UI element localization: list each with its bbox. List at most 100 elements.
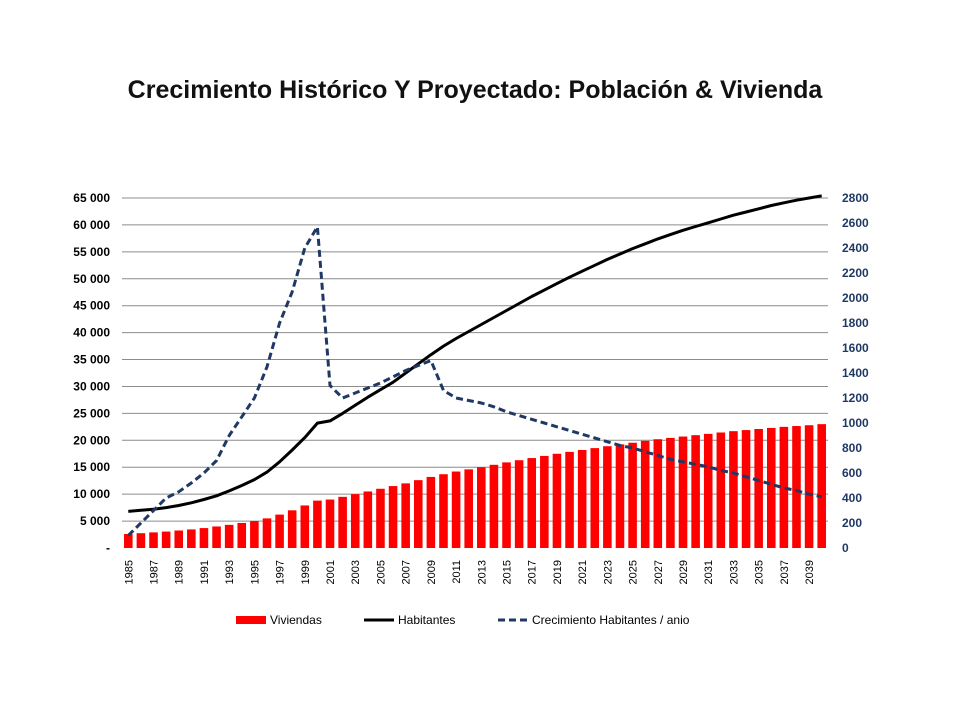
bar-viviendas (615, 444, 625, 548)
bar-viviendas (577, 450, 587, 548)
gridlines (122, 197, 828, 522)
bar-viviendas (161, 531, 171, 548)
left-tick-label: 25 000 (73, 406, 110, 420)
x-tick-label: 2007 (401, 560, 413, 584)
bar-viviendas (804, 425, 814, 548)
x-tick-label: 1987 (149, 560, 161, 584)
bar-viviendas (199, 528, 209, 548)
right-tick-label: 2200 (842, 266, 869, 280)
x-tick-label: 2003 (350, 560, 362, 584)
bar-viviendas (401, 483, 410, 548)
bar-viviendas (426, 476, 436, 548)
x-tick-label: 2005 (375, 560, 387, 584)
right-axis-ticks: 0 200 400 600 800 1000 1200 1400 1600 1800 2000 220… (842, 191, 869, 555)
x-tick-label: 2033 (728, 560, 740, 584)
bar-viviendas (363, 491, 373, 548)
right-tick-label: 0 (842, 541, 849, 555)
bar-viviendas (653, 439, 663, 548)
legend-swatch-viviendas (236, 616, 266, 624)
bar-viviendas (640, 440, 650, 548)
x-tick-label: 1993 (224, 560, 236, 584)
x-tick-label: 2015 (502, 560, 514, 584)
bar-viviendas (716, 432, 726, 548)
bar-viviendas (678, 436, 688, 548)
x-tick-label: 1999 (300, 560, 312, 584)
x-tick-label: 2011 (451, 560, 463, 584)
x-tick-label: 2019 (552, 560, 564, 584)
left-tick-label: 35 000 (73, 353, 110, 367)
x-tick-label: 2027 (653, 560, 665, 584)
bar-viviendas (590, 448, 600, 548)
bar-viviendas (779, 426, 789, 548)
legend-label: Habitantes (398, 613, 455, 627)
bar-viviendas (540, 455, 549, 548)
x-tick-label: 1995 (249, 560, 261, 584)
right-tick-label: 2400 (842, 241, 869, 255)
bar-viviendas (754, 429, 763, 548)
bar-viviendas (514, 460, 524, 548)
bar-viviendas (439, 474, 448, 548)
x-tick-label: 2031 (703, 560, 715, 584)
left-tick-label: 15 000 (73, 460, 110, 474)
right-tick-label: 1600 (842, 341, 869, 355)
legend-label: Crecimiento Habitantes / anio (532, 613, 690, 627)
right-tick-label: 400 (842, 491, 862, 505)
right-tick-label: 1000 (842, 416, 869, 430)
x-tick-label: 2023 (602, 560, 614, 584)
left-tick-label: 40 000 (73, 326, 110, 340)
bar-viviendas (325, 499, 335, 548)
bar-viviendas (124, 534, 133, 548)
left-tick-label: 5 000 (80, 514, 110, 528)
x-tick-label: 1991 (199, 560, 211, 584)
chart-title: Crecimiento Histórico Y Proyectado: Pobl… (128, 76, 824, 104)
right-tick-label: 1800 (842, 316, 869, 330)
bar-viviendas (350, 494, 360, 548)
x-axis-ticks: 1985 1987 1989 1991 1993 1995 1997 1999 2001 2003… (123, 560, 816, 584)
bar-viviendas (552, 453, 562, 548)
bar-viviendas (262, 518, 272, 548)
right-tick-label: 2800 (842, 191, 869, 205)
bar-viviendas (300, 505, 310, 548)
x-tick-label: 1997 (275, 560, 287, 584)
left-tick-label: 55 000 (73, 245, 110, 259)
x-tick-label: 2009 (426, 560, 438, 584)
bar-viviendas (451, 471, 461, 548)
bar-viviendas (666, 437, 675, 548)
left-tick-label: 60 000 (73, 218, 110, 232)
bar-viviendas (338, 496, 347, 548)
left-tick-label: 45 000 (73, 299, 110, 313)
bar-viviendas (313, 500, 322, 548)
bar-viviendas (477, 467, 486, 548)
left-axis-ticks: - 5 000 10 000 15 000 20 000 25 000 30 000 35 0… (73, 191, 110, 555)
bar-viviendas (376, 488, 385, 548)
right-tick-label: 2600 (842, 216, 869, 230)
bar-viviendas (527, 458, 537, 548)
bar-viviendas (287, 510, 297, 548)
bar-viviendas (729, 431, 738, 548)
x-tick-label: 2017 (527, 560, 539, 584)
bar-viviendas (691, 435, 700, 548)
x-tick-label: 1985 (123, 560, 135, 584)
bar-viviendas (174, 530, 184, 548)
bar-viviendas (388, 486, 398, 548)
bar-viviendas (275, 514, 284, 548)
x-tick-label: 2039 (804, 560, 816, 584)
x-tick-label: 2037 (779, 560, 791, 584)
bar-viviendas (464, 469, 473, 548)
x-tick-label: 2035 (754, 560, 766, 584)
line-habitantes (128, 194, 822, 513)
bar-viviendas (237, 522, 247, 548)
bar-viviendas (628, 442, 637, 548)
bar-viviendas (212, 526, 221, 548)
left-tick-label: 10 000 (73, 487, 110, 501)
x-tick-label: 2013 (476, 560, 488, 584)
bar-viviendas (565, 451, 574, 548)
bars-viviendas (124, 424, 826, 548)
bar-viviendas (149, 532, 158, 548)
bar-viviendas (741, 430, 751, 548)
bar-viviendas (489, 464, 499, 548)
bar-viviendas (766, 427, 776, 548)
legend-label: Viviendas (270, 613, 322, 627)
bar-viviendas (136, 533, 146, 548)
